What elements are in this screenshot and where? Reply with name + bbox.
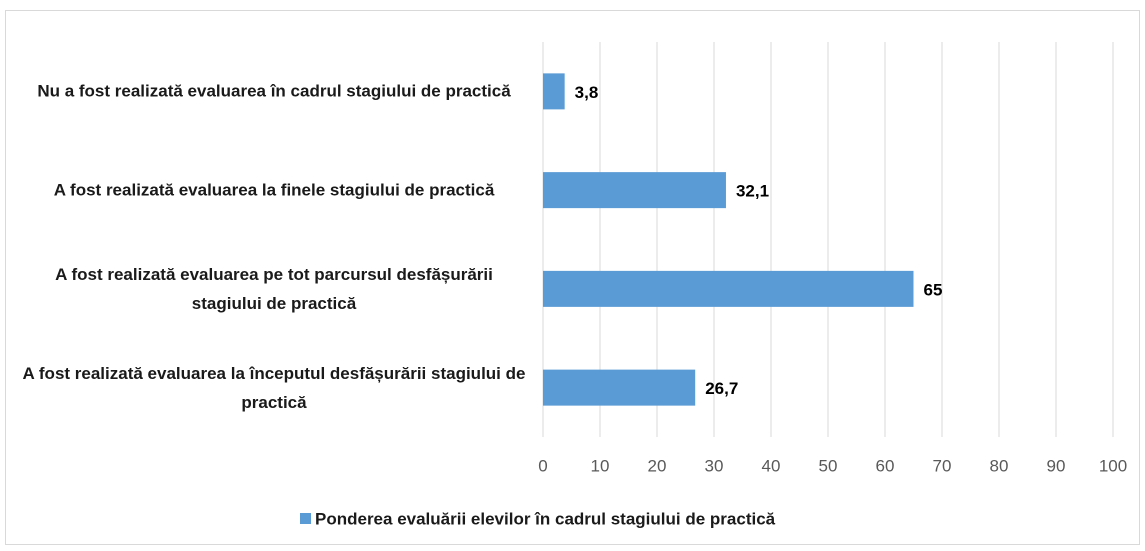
data-label: 65 <box>924 280 943 299</box>
y-tick-label: A fost realizată evaluarea pe tot parcur… <box>55 264 493 313</box>
y-tick-label: A fost realizată evaluarea la începutul … <box>22 363 526 412</box>
x-tick-label: 0 <box>538 456 547 475</box>
x-tick-label: 60 <box>876 456 895 475</box>
x-tick-label: 90 <box>1047 456 1066 475</box>
y-tick-label: Nu a fost realizată evaluarea în cadrul … <box>37 81 511 101</box>
legend-swatch <box>300 513 311 524</box>
y-tick-label: A fost realizată evaluarea la finele sta… <box>53 180 495 200</box>
x-tick-label: 80 <box>990 456 1009 475</box>
data-label: 3,8 <box>575 83 599 102</box>
x-tick-label: 70 <box>933 456 952 475</box>
bar <box>543 172 726 209</box>
x-tick-label: 100 <box>1099 456 1127 475</box>
x-tick-label: 40 <box>762 456 781 475</box>
x-tick-label: 30 <box>705 456 724 475</box>
x-tick-label: 20 <box>648 456 667 475</box>
x-tick-label: 50 <box>819 456 838 475</box>
x-tick-label: 10 <box>591 456 610 475</box>
legend-label: Ponderea evaluării elevilor în cadrul st… <box>315 509 776 528</box>
data-label: 32,1 <box>736 182 769 201</box>
data-label: 26,7 <box>705 379 738 398</box>
bar <box>543 270 914 307</box>
bar <box>543 73 565 110</box>
bar <box>543 369 696 406</box>
